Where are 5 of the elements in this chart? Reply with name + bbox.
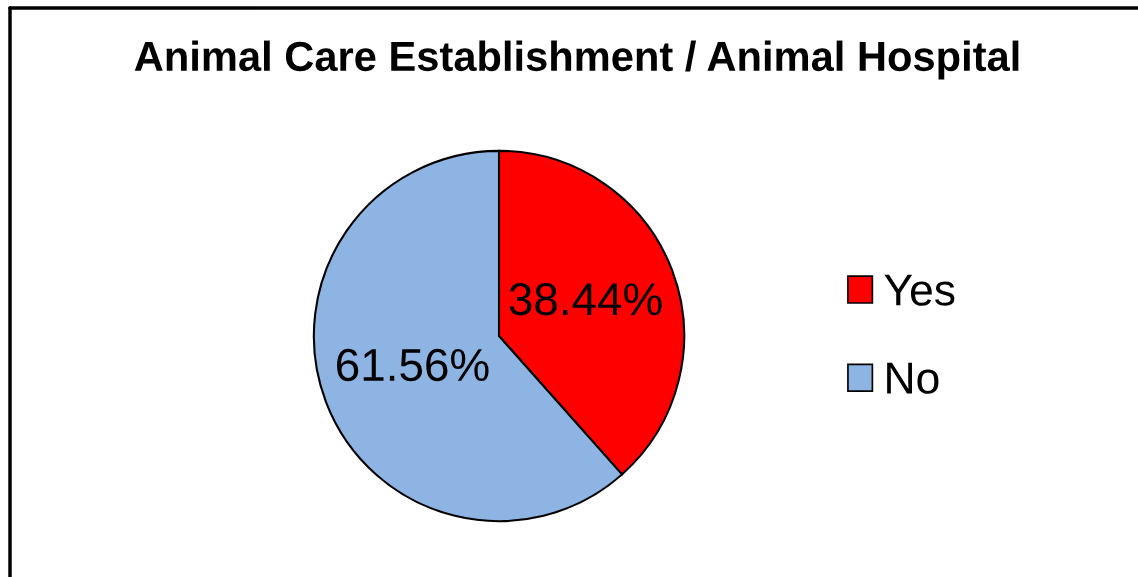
legend-label: No: [887, 362, 939, 394]
data-label: 61.56%: [337, 348, 489, 382]
chart-title: Animal Care Establishment / Animal Hospital: [134, 40, 1019, 80]
data-label: 38.44%: [509, 282, 662, 316]
legend-label: Yes: [884, 274, 955, 306]
